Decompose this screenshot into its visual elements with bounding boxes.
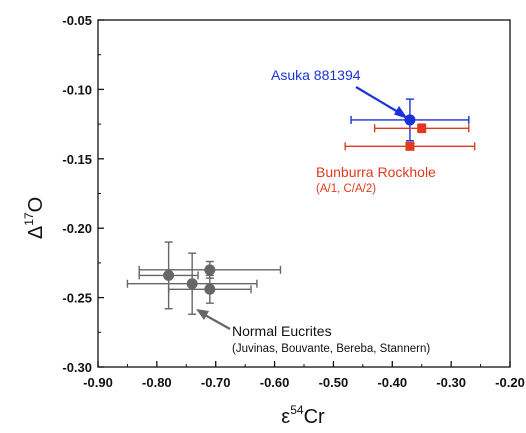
bunburra-rockhole-point <box>417 123 427 133</box>
y-tick-label: -0.30 <box>62 360 92 375</box>
y-tick-label: -0.15 <box>62 152 92 167</box>
x-tick-label: -0.60 <box>260 375 290 390</box>
bunburra-annotation: Bunburra Rockhole <box>316 164 436 180</box>
ticks: -0.90 -0.80 -0.70 -0.60 -0.50 -0.40 -0.30 -0.20… <box>62 13 524 390</box>
x-tick-label: -0.80 <box>142 375 172 390</box>
data-marks <box>126 98 476 315</box>
normal-eucrites-point <box>204 283 216 295</box>
x-axis-label: ε54Cr <box>281 403 325 428</box>
eucrites-arrow <box>204 314 231 330</box>
x-tick-label: -0.30 <box>436 375 466 390</box>
y-tick-label: -0.25 <box>62 291 92 306</box>
eucrites-arrowhead <box>196 309 209 320</box>
x-tick-label: -0.90 <box>83 375 113 390</box>
y-tick-label: -0.10 <box>62 82 92 97</box>
asuka-arrowhead <box>394 106 408 119</box>
y-tick-label: -0.20 <box>62 221 92 236</box>
x-tick-label: -0.20 <box>495 375 525 390</box>
normal-eucrites-point <box>163 269 175 281</box>
bunburra-rockhole-point <box>405 141 415 151</box>
asuka-annotation: Asuka 881394 <box>271 67 361 83</box>
x-tick-label: -0.40 <box>377 375 407 390</box>
x-tick-label: -0.50 <box>319 375 349 390</box>
eucrites-annotation: Normal Eucrites <box>232 323 332 339</box>
y-tick-label: -0.05 <box>62 13 92 28</box>
eucrites-subtitle: (Juvinas, Bouvante, Bereba, Stannern) <box>232 343 430 355</box>
y-axis-label: Δ17O <box>22 197 47 239</box>
asuka-881394-point <box>404 114 416 126</box>
x-tick-label: -0.70 <box>201 375 231 390</box>
asuka-arrow <box>355 86 399 113</box>
normal-eucrites-point <box>204 264 216 276</box>
normal-eucrites-point <box>186 278 198 290</box>
bunburra-subtitle: (A/1, C/A/2) <box>316 183 376 195</box>
